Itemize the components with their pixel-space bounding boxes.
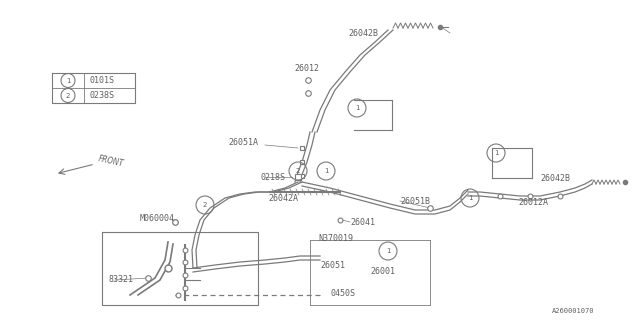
- Text: 26042B: 26042B: [348, 28, 378, 37]
- Text: 26012A: 26012A: [518, 197, 548, 206]
- Text: 26042B: 26042B: [540, 173, 570, 182]
- Text: 0450S: 0450S: [330, 290, 355, 299]
- Text: 26041: 26041: [350, 218, 375, 227]
- Text: 1: 1: [468, 195, 472, 201]
- Text: FRONT: FRONT: [97, 154, 124, 168]
- Text: N370019: N370019: [318, 234, 353, 243]
- Text: 1: 1: [355, 105, 359, 111]
- Text: 83321: 83321: [108, 275, 133, 284]
- Text: 26001: 26001: [370, 268, 395, 276]
- Text: 26012: 26012: [294, 63, 319, 73]
- Text: 1: 1: [493, 150, 499, 156]
- Text: 2: 2: [66, 92, 70, 99]
- Text: 2: 2: [296, 168, 300, 174]
- Text: 1: 1: [386, 248, 390, 254]
- Text: 0101S: 0101S: [89, 76, 114, 85]
- Text: 1: 1: [324, 168, 328, 174]
- Text: A260001070: A260001070: [552, 308, 595, 314]
- Text: 26051B: 26051B: [400, 196, 430, 205]
- Text: 0218S: 0218S: [260, 172, 285, 181]
- Text: 26051: 26051: [320, 260, 345, 269]
- Text: 2: 2: [203, 202, 207, 208]
- Text: M060004: M060004: [140, 213, 175, 222]
- Text: 26042A: 26042A: [268, 194, 298, 203]
- Text: 26051A: 26051A: [228, 138, 258, 147]
- Text: 1: 1: [66, 77, 70, 84]
- Text: 0238S: 0238S: [89, 91, 114, 100]
